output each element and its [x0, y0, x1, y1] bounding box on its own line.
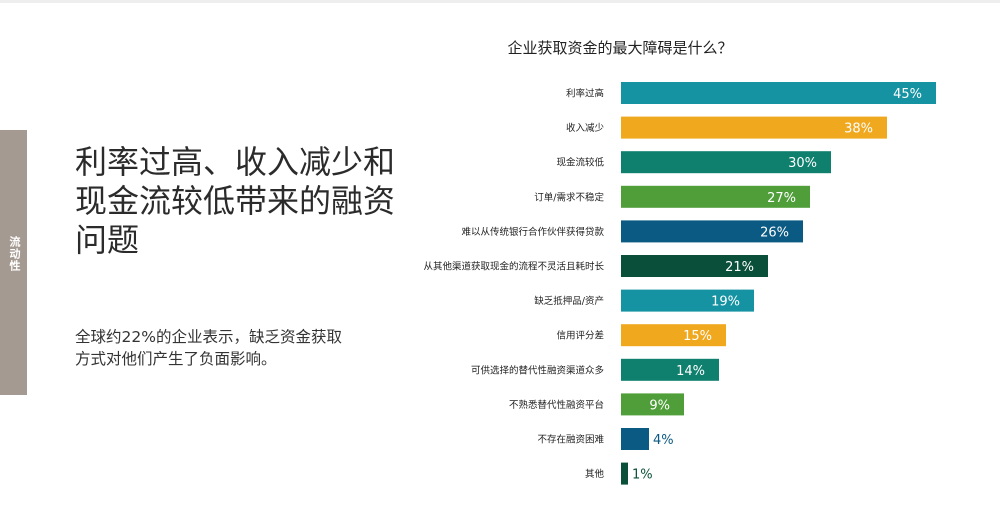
bar: [621, 289, 754, 312]
top-divider: [0, 0, 1000, 3]
bar: [621, 82, 936, 104]
category-label: 难以从传统银行合作伙伴获得贷款: [461, 226, 604, 238]
category-label: 其他: [585, 468, 605, 480]
category-label: 不熟悉替代性融资平台: [509, 399, 604, 411]
bar: [621, 462, 628, 485]
category-label: 利率过高: [566, 88, 604, 100]
value-label: 21%: [725, 260, 754, 275]
category-label: 不存在融资困难: [537, 434, 604, 446]
bar: [621, 358, 719, 381]
bar: [621, 151, 831, 174]
value-label: 30%: [788, 156, 817, 171]
category-label: 收入减少: [566, 122, 605, 134]
category-label: 现金流较低: [556, 157, 604, 169]
value-label: 15%: [683, 329, 712, 344]
bar: [621, 428, 649, 450]
side-section-tab-label: 流动性: [8, 236, 21, 272]
value-label: 14%: [676, 364, 705, 379]
value-label: 9%: [649, 398, 670, 413]
bar: [621, 220, 803, 243]
bar: [621, 255, 768, 277]
bar: [621, 324, 726, 347]
chart-title: 企业获取资金的最大障碍是什么？: [507, 39, 733, 57]
category-label: 从其他渠道获取现金的流程不灵活且耗时长: [423, 261, 604, 273]
side-section-tab[interactable]: [0, 130, 27, 395]
value-label: 19%: [711, 295, 740, 310]
category-label: 信用评分差: [556, 330, 604, 342]
summary-text: 全球约22%的企业表示，缺乏资金获取方式对他们产生了负面影响。: [75, 328, 342, 368]
bar: [621, 116, 887, 139]
headline: 利率过高、收入减少和现金流较低带来的融资问题: [75, 143, 396, 259]
value-label: 38%: [844, 122, 873, 137]
bar-chart: 利率过高 45% 收入减少 38% 现金流较低 30% 订单/需求不稳定 27% 难以从传统银行…: [423, 82, 936, 485]
value-label: 27%: [767, 191, 796, 206]
category-label: 可供选择的替代性融资渠道众多: [471, 364, 604, 376]
value-label: 4%: [653, 433, 674, 448]
category-label: 缺乏抵押品/资产: [534, 295, 604, 307]
category-label: 订单/需求不稳定: [534, 191, 604, 203]
value-label: 26%: [760, 225, 789, 240]
value-label: 45%: [893, 87, 922, 102]
value-label: 1%: [632, 468, 653, 483]
bar: [621, 185, 810, 208]
bar: [621, 393, 684, 416]
